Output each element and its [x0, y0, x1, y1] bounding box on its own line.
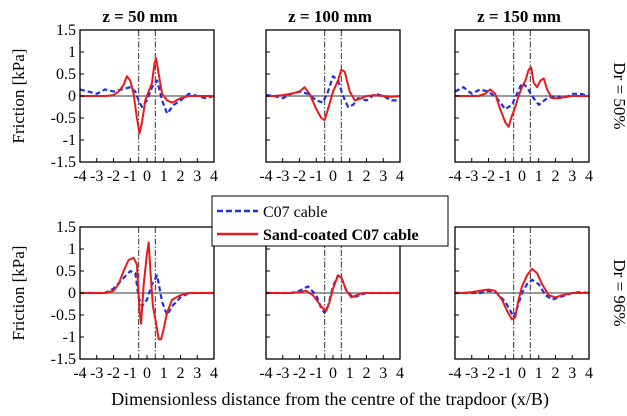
series-sand-coated-line [80, 241, 214, 341]
x-tick-label: 2 [177, 365, 185, 382]
x-tick-label: -2 [107, 365, 120, 382]
y-axis-label-bottom: Friction [kPa] [9, 246, 28, 341]
x-tick-label: -3 [276, 365, 289, 382]
row-label-dr50: Dr = 50% [610, 62, 627, 129]
x-tick-label: -3 [276, 168, 289, 185]
y-tick-label: -0.5 [51, 110, 76, 127]
legend-box [211, 195, 449, 247]
column-title-z150: z = 150 mm [477, 7, 561, 26]
y-tick-label: -1.5 [51, 351, 76, 368]
x-tick-label: 1 [160, 365, 168, 382]
x-tick-label: 2 [552, 365, 560, 382]
row-label-dr96: Dr = 96% [610, 259, 627, 326]
panel-5: -4 -3 -2 -1 0 1 2 3 4 [259, 226, 404, 382]
x-tick-label: -4 [259, 365, 272, 382]
x-tick-label: -1 [310, 168, 323, 185]
x-tick-label: -2 [482, 365, 495, 382]
x-tick-label: 4 [585, 365, 593, 382]
y-tick-label: 1.5 [56, 219, 76, 236]
x-tick-label: 1 [346, 365, 354, 382]
column-title-z100: z = 100 mm [288, 7, 372, 26]
x-tick-label: 1 [346, 168, 354, 185]
subplot-grid: -4 -3 -2 -1 0 1 2 3 41.510.50-0.5-1-1.5-4 -3 -2 -1 0… [51, 22, 593, 382]
x-tick-label: -3 [90, 168, 103, 185]
x-tick-label: 3 [379, 168, 387, 185]
x-tick-label: 3 [193, 365, 201, 382]
x-tick-label: -4 [259, 168, 272, 185]
series-sand-coated-line [455, 66, 589, 128]
y-tick-label: -1 [63, 132, 76, 149]
legend-label-sand: Sand-coated C07 cable [263, 227, 419, 244]
x-tick-label: 0 [518, 365, 526, 382]
series-sand-coated-line [266, 68, 401, 122]
series-sand-coated-line [455, 267, 589, 321]
y-axis-label-top: Friction [kPa] [9, 49, 28, 144]
x-tick-label: -1 [499, 365, 512, 382]
x-tick-label: 2 [363, 365, 371, 382]
x-tick-label: 3 [568, 365, 576, 382]
x-tick-label: 0 [329, 365, 337, 382]
y-tick-label: 0.5 [56, 263, 76, 280]
y-tick-label: 1 [68, 241, 76, 258]
x-tick-label: 1 [535, 168, 543, 185]
x-tick-label: 2 [363, 168, 371, 185]
legend-label-c07: C07 cable [263, 204, 327, 221]
x-tick-label: 2 [177, 168, 185, 185]
y-tick-label: 1 [68, 44, 76, 61]
x-tick-label: 4 [585, 168, 593, 185]
y-tick-label: 1.5 [56, 22, 76, 39]
x-tick-label: 1 [535, 365, 543, 382]
legend: C07 cable Sand-coated C07 cable [211, 195, 449, 247]
x-tick-label: -2 [293, 168, 306, 185]
x-tick-label: -1 [310, 365, 323, 382]
y-tick-label: 0.5 [56, 66, 76, 83]
series-c07-line [266, 274, 400, 314]
x-tick-label: -2 [107, 168, 120, 185]
x-tick-label: 0 [143, 168, 151, 185]
panel-2: -4 -3 -2 -1 0 1 2 3 4 [259, 29, 404, 185]
x-tick-label: 0 [518, 168, 526, 185]
series-c07-line [79, 79, 215, 115]
x-tick-label: 4 [396, 168, 404, 185]
panel-6: -4 -3 -2 -1 0 1 2 3 4 [448, 226, 593, 382]
x-tick-label: -4 [73, 365, 86, 382]
panel-3: -4 -3 -2 -1 0 1 2 3 4 [448, 29, 593, 185]
x-tick-label: -2 [293, 365, 306, 382]
x-tick-label: 0 [329, 168, 337, 185]
panel-4: -4 -3 -2 -1 0 1 2 3 41.510.50-0.5-1-1.5 [51, 219, 218, 382]
x-tick-label: 0 [143, 365, 151, 382]
y-tick-label: 0 [68, 285, 76, 302]
x-tick-label: 3 [568, 168, 576, 185]
x-tick-label: -3 [465, 365, 478, 382]
x-tick-label: -1 [499, 168, 512, 185]
x-tick-label: -2 [482, 168, 495, 185]
x-axis-label: Dimensionless distance from the centre o… [111, 389, 549, 410]
x-tick-label: 4 [210, 168, 218, 185]
series-sand-coated-line [266, 274, 400, 312]
x-tick-label: -4 [448, 168, 461, 185]
y-tick-label: -0.5 [51, 307, 76, 324]
y-tick-label: -1 [63, 329, 76, 346]
series-sand-coated-line [80, 57, 214, 135]
x-tick-label: -1 [124, 365, 137, 382]
x-tick-label: -4 [73, 168, 86, 185]
y-tick-label: 0 [68, 88, 76, 105]
x-tick-label: -3 [90, 365, 103, 382]
x-tick-label: 3 [193, 168, 201, 185]
x-tick-label: 3 [379, 365, 387, 382]
x-tick-label: -1 [124, 168, 137, 185]
x-tick-label: -4 [448, 365, 461, 382]
column-title-z50: z = 50 mm [102, 7, 177, 26]
x-tick-label: 4 [210, 365, 218, 382]
x-tick-label: 4 [396, 365, 404, 382]
y-tick-label: -1.5 [51, 154, 76, 171]
x-tick-label: 1 [160, 168, 168, 185]
panel-1: -4 -3 -2 -1 0 1 2 3 41.510.50-0.5-1-1.5 [51, 22, 218, 185]
x-tick-label: 2 [552, 168, 560, 185]
x-tick-label: -3 [465, 168, 478, 185]
